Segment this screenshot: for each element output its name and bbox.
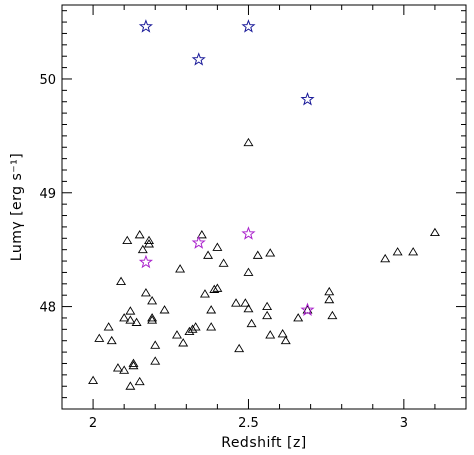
triangle-point xyxy=(134,376,145,386)
triangle-point xyxy=(125,381,136,390)
triangle-point xyxy=(212,242,223,251)
triangle-point xyxy=(243,267,254,276)
triangle-point xyxy=(265,248,276,257)
x-tick-label: 2 xyxy=(89,416,97,431)
triangle-point xyxy=(119,313,130,322)
triangle-point xyxy=(190,322,201,331)
star-point xyxy=(300,302,315,317)
triangle-point xyxy=(112,363,123,372)
triangle-point xyxy=(159,305,170,314)
y-tick-label: 49 xyxy=(39,187,56,202)
triangle-point xyxy=(103,322,114,331)
triangle-point xyxy=(175,264,186,273)
triangle-point xyxy=(262,301,273,311)
triangle-point xyxy=(252,250,263,259)
triangle-point xyxy=(125,306,136,315)
triangle-point xyxy=(380,253,391,263)
x-tick-label: 3 xyxy=(400,416,408,431)
triangle-point xyxy=(324,286,335,296)
triangle-point xyxy=(408,247,419,256)
triangle-point xyxy=(134,230,145,239)
triangle-point xyxy=(280,335,291,345)
triangle-point xyxy=(429,227,440,237)
triangle-point xyxy=(137,244,148,254)
triangle-point xyxy=(106,335,117,345)
triangle-point xyxy=(324,294,335,304)
triangle-point xyxy=(187,324,198,333)
axis-ticks: 2 2.5 3 48 49 50 xyxy=(39,5,467,431)
x-tick-label: 2.5 xyxy=(238,416,259,431)
triangle-point xyxy=(122,235,133,245)
triangle-point xyxy=(265,330,276,339)
triangle-point xyxy=(94,333,105,342)
triangle-point xyxy=(144,239,155,248)
triangle-point xyxy=(131,317,142,326)
triangle-point xyxy=(327,310,338,320)
star-point xyxy=(138,19,153,33)
star-point xyxy=(138,254,153,269)
triangle-point xyxy=(262,310,273,320)
triangle-point xyxy=(293,313,304,322)
triangle-point xyxy=(128,360,139,370)
triangle-point xyxy=(88,375,99,384)
triangle-point xyxy=(212,283,223,292)
plot-frame xyxy=(61,4,467,410)
triangle-point xyxy=(231,298,242,307)
triangle-point xyxy=(128,358,139,367)
triangle-point xyxy=(147,315,158,324)
triangle-point xyxy=(119,365,130,374)
triangle-point xyxy=(147,313,158,322)
triangle-point xyxy=(150,356,161,365)
triangle-point xyxy=(171,330,182,339)
star-point xyxy=(241,19,256,33)
triangle-point xyxy=(277,329,288,338)
triangle-point xyxy=(184,326,195,336)
x-axis-label: Redshift [z] xyxy=(221,435,307,451)
triangle-point xyxy=(150,340,161,349)
y-axis-label: Lumγ [erg s⁻¹] xyxy=(9,153,25,261)
triangle-point xyxy=(196,230,207,239)
star-point xyxy=(191,52,206,66)
triangle-point xyxy=(140,288,151,297)
triangle-point xyxy=(178,338,189,347)
triangle-point xyxy=(147,296,158,305)
triangle-point xyxy=(392,247,403,256)
triangle-point xyxy=(144,235,155,245)
triangle-point xyxy=(243,137,254,147)
triangle-point xyxy=(206,322,217,331)
triangle-point xyxy=(209,284,220,293)
triangle-point xyxy=(243,303,254,313)
triangle-point xyxy=(234,343,245,353)
triangle-point xyxy=(199,289,210,298)
triangle-point xyxy=(116,276,127,285)
triangle-point xyxy=(206,305,217,314)
y-tick-label: 48 xyxy=(39,301,56,316)
star-point xyxy=(241,226,256,240)
star-point xyxy=(191,235,206,249)
star-point xyxy=(300,92,315,106)
data-points xyxy=(88,19,440,390)
triangle-point xyxy=(203,250,214,259)
triangle-point xyxy=(246,318,257,328)
y-tick-label: 50 xyxy=(39,73,56,88)
triangle-point xyxy=(125,315,136,324)
triangle-point xyxy=(218,258,229,267)
triangle-point xyxy=(240,298,251,307)
